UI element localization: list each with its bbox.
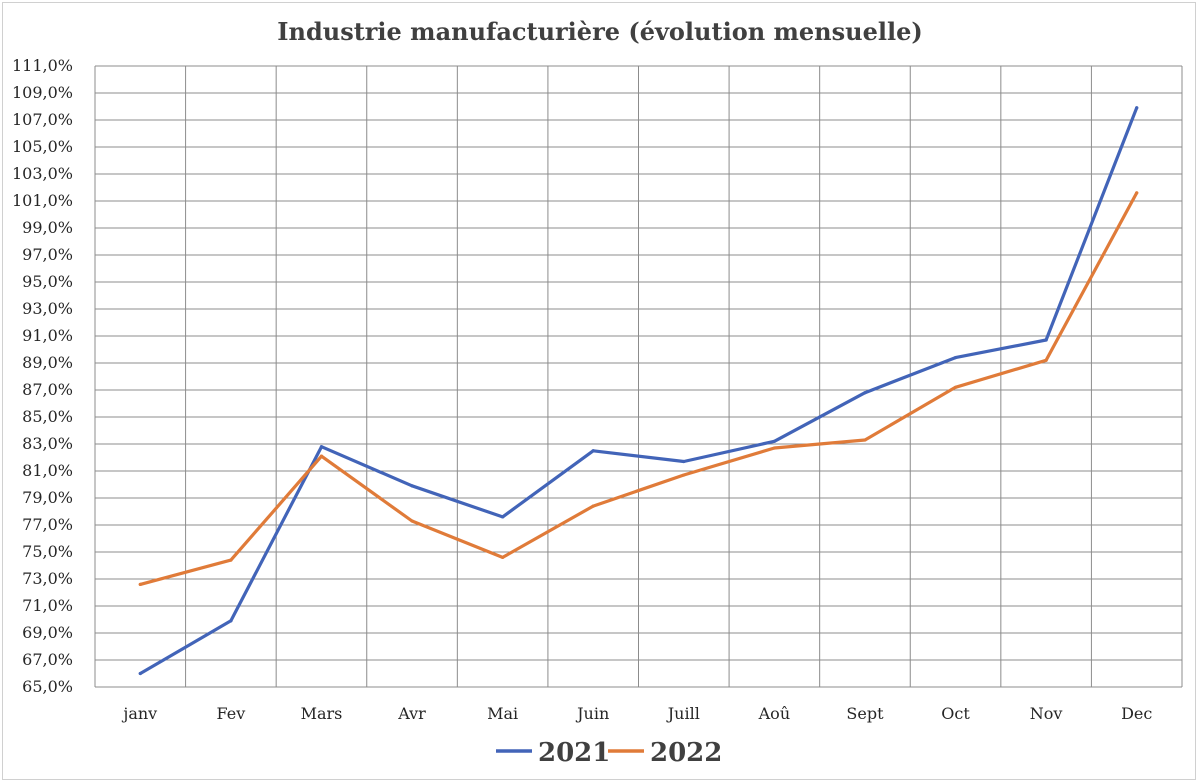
data-point-2021 (410, 484, 414, 488)
x-tick-label: Nov (1030, 704, 1063, 723)
y-tick-label: 71,0% (22, 596, 73, 615)
data-point-2021 (682, 459, 686, 464)
x-tick-label: Mai (487, 704, 518, 723)
y-tick-label: 87,0% (22, 380, 73, 399)
x-axis: janv Fev Mars Avr Mai Juin Juill Aoû Sept Oct Nov D… (121, 704, 1152, 723)
series-lines (138, 106, 1139, 676)
data-point-2021 (591, 449, 595, 453)
data-point-2022 (772, 446, 776, 450)
data-point-2022 (410, 519, 414, 523)
y-tick-label: 79,0% (22, 488, 73, 507)
x-tick-label: Juill (666, 704, 700, 723)
y-tick-label: 109,0% (12, 83, 73, 102)
y-tick-label: 65,0% (22, 677, 73, 696)
y-tick-label: 85,0% (22, 407, 73, 426)
y-tick-label: 83,0% (22, 434, 73, 453)
y-tick-label: 75,0% (22, 542, 73, 561)
chart-title: Industrie manufacturière (évolution mens… (277, 17, 922, 46)
legend: 2021 2022 (496, 738, 722, 768)
data-point-2022 (682, 473, 686, 477)
y-tick-label: 111,0% (12, 56, 73, 75)
x-tick-label: Juin (575, 704, 609, 723)
y-tick-label: 73,0% (22, 569, 73, 588)
x-tick-label: Dec (1121, 704, 1152, 723)
data-point-2022 (138, 582, 142, 587)
data-point-2022 (319, 454, 324, 458)
y-tick-label: 77,0% (22, 515, 73, 534)
y-tick-label: 99,0% (22, 218, 73, 237)
y-tick-label: 93,0% (22, 299, 73, 318)
x-tick-label: janv (121, 704, 157, 723)
y-tick-label: 89,0% (22, 353, 73, 372)
y-tick-label: 107,0% (12, 110, 73, 129)
x-tick-label: Fev (217, 704, 246, 723)
data-point-2021 (501, 515, 505, 519)
x-tick-label: Mars (301, 704, 343, 723)
data-point-2021 (1135, 106, 1139, 110)
y-tick-label: 103,0% (12, 164, 73, 183)
data-point-2022 (229, 558, 233, 562)
y-tick-label: 69,0% (22, 623, 73, 642)
data-point-2021 (229, 619, 233, 623)
y-axis: 65,0% 67,0% 69,0% 71,0% 73,0% 75,0% 77,0% 79,0%… (12, 56, 73, 696)
legend-label-2022: 2022 (650, 738, 722, 768)
grid (94, 65, 1183, 688)
y-tick-label: 101,0% (12, 191, 73, 210)
y-tick-label: 91,0% (22, 326, 73, 345)
y-tick-label: 105,0% (12, 137, 73, 156)
series-line-2022 (138, 191, 1139, 587)
x-tick-label: Sept (846, 704, 884, 723)
x-tick-label: Oct (941, 704, 970, 723)
y-tick-label: 95,0% (22, 272, 73, 291)
data-point-2022 (1135, 191, 1139, 195)
data-point-2022 (1044, 358, 1048, 362)
data-point-2021 (138, 671, 142, 676)
data-point-2021 (953, 356, 958, 360)
legend-label-2021: 2021 (538, 738, 610, 768)
x-tick-label: Aoû (758, 704, 791, 723)
y-tick-label: 67,0% (22, 650, 73, 669)
y-tick-label: 97,0% (22, 245, 73, 264)
y-tick-label: 81,0% (22, 461, 73, 480)
data-point-2022 (501, 555, 505, 560)
x-tick-label: Avr (397, 704, 426, 723)
data-point-2022 (953, 385, 958, 389)
data-point-2021 (863, 391, 867, 395)
data-point-2021 (319, 445, 324, 449)
data-point-2022 (591, 504, 595, 508)
data-point-2022 (863, 438, 867, 442)
data-point-2021 (772, 439, 776, 443)
data-point-2021 (1044, 338, 1048, 342)
